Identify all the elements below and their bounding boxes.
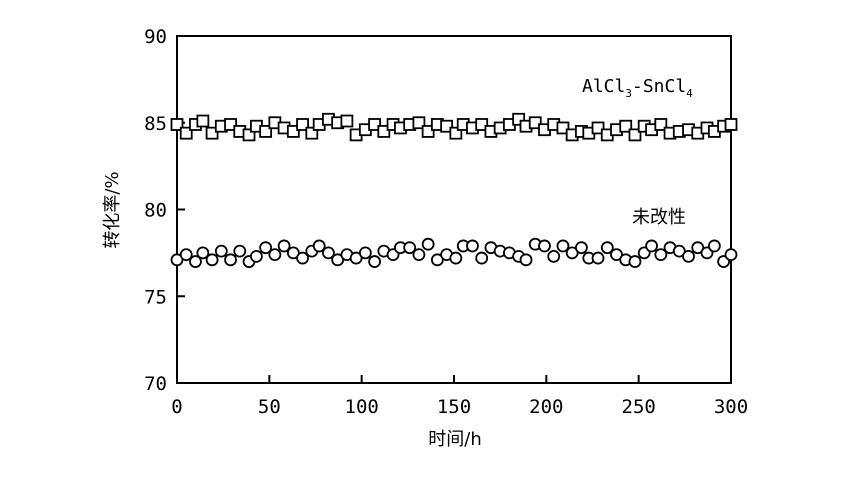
x-tick-label: 0 <box>171 396 182 418</box>
data-point-circle <box>189 255 202 268</box>
data-point-circle <box>368 255 381 268</box>
data-point-square <box>368 118 381 131</box>
data-point-circle <box>214 244 228 258</box>
y-tick-label: 90 <box>144 26 167 48</box>
data-point-circle <box>591 251 605 265</box>
data-point-square <box>449 126 463 140</box>
y-tick-label: 75 <box>144 286 167 308</box>
data-point-square <box>170 118 184 131</box>
data-point-square <box>512 112 526 126</box>
data-point-circle <box>565 246 579 260</box>
data-point-square <box>528 116 542 130</box>
data-point-circle <box>430 253 444 267</box>
data-point-square <box>377 125 391 138</box>
y-tick-label: 70 <box>144 373 167 395</box>
data-point-circle <box>349 251 363 265</box>
series-label-subscript: 4 <box>686 87 693 100</box>
data-point-square <box>724 118 738 131</box>
data-point-circle <box>286 246 300 260</box>
y-axis-title: 转化率/% <box>102 171 123 248</box>
data-point-circle <box>259 241 273 255</box>
x-tick-label: 50 <box>258 396 281 418</box>
data-point-circle <box>421 237 435 251</box>
data-point-circle <box>296 251 309 265</box>
data-point-circle <box>672 244 686 258</box>
series-label-main: AlCl <box>582 76 625 97</box>
data-point-circle <box>449 251 463 265</box>
data-point-circle <box>628 255 642 268</box>
data-point-circle <box>312 239 326 253</box>
data-point-circle <box>250 249 263 263</box>
x-axis-title: 时间/h <box>428 429 481 450</box>
data-point-square <box>412 116 426 130</box>
data-point-circle <box>224 253 237 267</box>
x-tick-label: 250 <box>622 396 656 418</box>
data-point-circle <box>556 239 570 253</box>
data-point-circle <box>475 251 489 265</box>
data-point-circle <box>358 246 372 260</box>
series-label-mid: -SnCl <box>632 76 686 97</box>
data-point-circle <box>331 253 345 267</box>
data-point-circle <box>691 241 705 255</box>
data-point-circle <box>707 239 721 253</box>
data-point-square <box>242 128 256 142</box>
x-tick-label: 300 <box>714 396 748 418</box>
x-tick-label: 200 <box>529 396 563 418</box>
data-point-square <box>224 118 237 131</box>
data-point-circle <box>179 248 193 262</box>
data-point-square <box>556 121 570 135</box>
data-point-square <box>619 119 633 133</box>
axis-ticks: 0 50 100 150 200 250 300 90 85 80 75 70 <box>144 26 748 418</box>
data-point-circle <box>645 239 658 253</box>
data-point-circle <box>205 253 219 267</box>
series-layer <box>170 112 738 268</box>
data-point-square <box>440 119 454 133</box>
data-point-circle <box>322 246 335 260</box>
data-point-square <box>628 128 642 142</box>
data-point-circle <box>654 248 668 262</box>
x-tick-label: 150 <box>437 396 471 418</box>
data-point-circle <box>196 246 210 260</box>
data-point-square <box>340 114 354 128</box>
data-point-square <box>475 118 489 131</box>
data-point-square <box>421 125 435 138</box>
data-point-circle <box>724 248 738 262</box>
data-point-square <box>205 126 219 140</box>
data-point-square <box>196 114 210 128</box>
data-point-circle <box>170 253 184 267</box>
data-point-circle <box>575 241 588 255</box>
data-point-circle <box>538 239 551 253</box>
data-point-circle <box>682 249 695 263</box>
data-point-square <box>179 126 193 140</box>
series-label-unmodified: 未改性 <box>632 207 686 228</box>
series-label-subscript: 3 <box>625 87 632 100</box>
data-point-circle <box>519 253 533 267</box>
data-point-square <box>296 118 309 131</box>
data-point-square <box>259 125 273 138</box>
data-point-square <box>654 118 668 131</box>
data-point-circle <box>610 248 623 262</box>
data-point-square <box>305 126 319 140</box>
x-tick-label: 100 <box>345 396 379 418</box>
series-label-alcl3-sncl4: AlCl3-SnCl4 <box>582 76 693 100</box>
data-point-circle <box>403 241 417 255</box>
data-point-circle <box>466 239 479 253</box>
data-point-circle <box>268 248 282 262</box>
data-point-circle <box>600 241 614 255</box>
data-point-circle <box>233 244 247 258</box>
data-point-circle <box>412 248 426 262</box>
y-tick-label: 85 <box>144 113 167 135</box>
data-point-square <box>286 125 300 138</box>
data-point-square <box>591 121 605 135</box>
data-point-circle <box>277 239 291 253</box>
y-tick-label: 80 <box>144 200 167 222</box>
data-point-circle <box>547 249 561 263</box>
